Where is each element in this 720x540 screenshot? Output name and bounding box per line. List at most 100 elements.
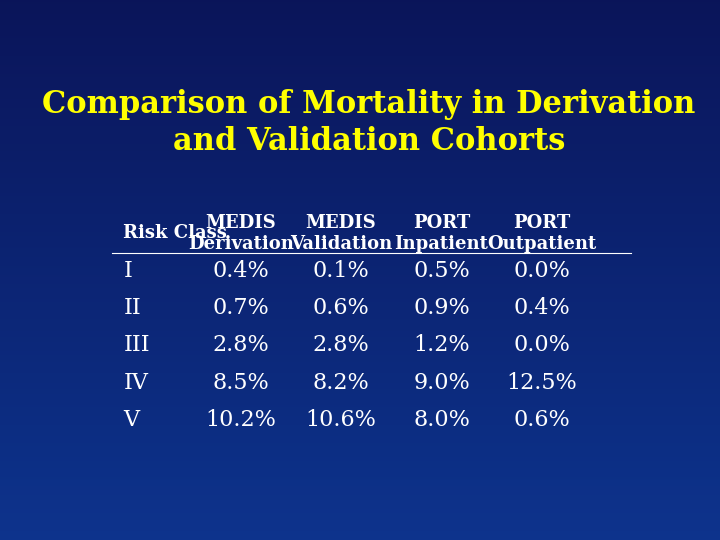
Bar [0,103,720,104]
Bar [0,339,720,340]
Bar [0,306,720,308]
Bar [0,232,720,234]
Bar [0,47,720,49]
Bar [0,439,720,441]
Bar [0,216,720,218]
Bar [0,5,720,7]
Bar [0,207,720,209]
Ellipse shape [356,273,720,540]
Bar [0,83,720,85]
Bar [0,421,720,423]
Bar [0,315,720,317]
Bar [0,194,720,196]
Bar [0,389,720,390]
Text: III: III [124,334,150,356]
Text: 2.8%: 2.8% [212,334,269,356]
Bar [0,174,720,177]
Bar [0,420,720,421]
Bar [0,423,720,425]
Bar [0,104,720,106]
Bar [0,293,720,295]
Bar [0,313,720,315]
Bar [0,481,720,482]
Bar [0,187,720,189]
Bar [0,328,720,329]
Bar [0,528,720,529]
Bar [0,225,720,227]
Bar [0,96,720,97]
Bar [0,88,720,90]
Bar [0,434,720,436]
Bar [0,209,720,211]
Bar [0,336,720,339]
Bar [0,123,720,124]
Bar [0,131,720,133]
Bar [0,344,720,346]
Bar [0,524,720,525]
Bar [0,302,720,304]
Bar [0,457,720,459]
Bar [0,16,720,18]
Bar [0,444,720,447]
Bar [0,331,720,333]
Bar [0,501,720,502]
Bar [0,151,720,153]
Bar [0,263,720,265]
Bar [0,511,720,513]
Bar [0,135,720,137]
Bar [0,319,720,320]
Bar [0,417,720,420]
Bar [0,275,720,277]
Bar [0,22,720,23]
Bar [0,201,720,204]
Text: Risk Class: Risk Class [124,224,228,242]
Bar [0,329,720,331]
Bar [0,99,720,101]
Bar [0,61,720,63]
Bar [0,401,720,403]
Bar [0,106,720,108]
Bar [0,205,720,207]
Bar [0,356,720,358]
Bar [0,72,720,74]
Bar [0,162,720,164]
Bar [0,43,720,45]
Text: 0.6%: 0.6% [312,297,369,319]
Bar [0,191,720,193]
Bar [0,92,720,93]
Bar [0,167,720,169]
Text: MEDIS
Validation: MEDIS Validation [290,214,392,253]
Bar [0,196,720,198]
Bar [0,393,720,394]
Bar [0,272,720,274]
Bar [0,142,720,144]
Bar [0,7,720,9]
Bar [0,533,720,535]
Bar [0,385,720,387]
Bar [0,164,720,166]
Bar [0,432,720,434]
Bar [0,454,720,455]
Bar [0,317,720,319]
Bar [0,74,720,76]
Text: IV: IV [124,372,148,394]
Bar [0,482,720,484]
Bar [0,513,720,515]
Bar [0,23,720,25]
Bar [0,515,720,517]
Text: Comparison of Mortality in Derivation: Comparison of Mortality in Derivation [42,89,696,120]
Bar [0,245,720,247]
Bar [0,304,720,306]
Text: 10.2%: 10.2% [205,409,276,431]
Bar [0,450,720,452]
Text: 1.2%: 1.2% [413,334,470,356]
Bar [0,204,720,205]
Bar [0,346,720,347]
Bar [0,124,720,126]
Bar [0,353,720,355]
Bar [0,367,720,369]
Bar [0,153,720,155]
Bar [0,428,720,430]
Bar [0,255,720,258]
Bar [0,182,720,184]
